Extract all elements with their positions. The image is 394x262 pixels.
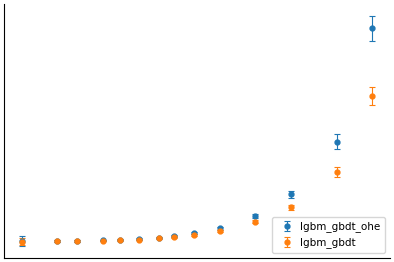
Legend: lgbm_gbdt_ohe, lgbm_gbdt: lgbm_gbdt_ohe, lgbm_gbdt	[272, 217, 385, 253]
